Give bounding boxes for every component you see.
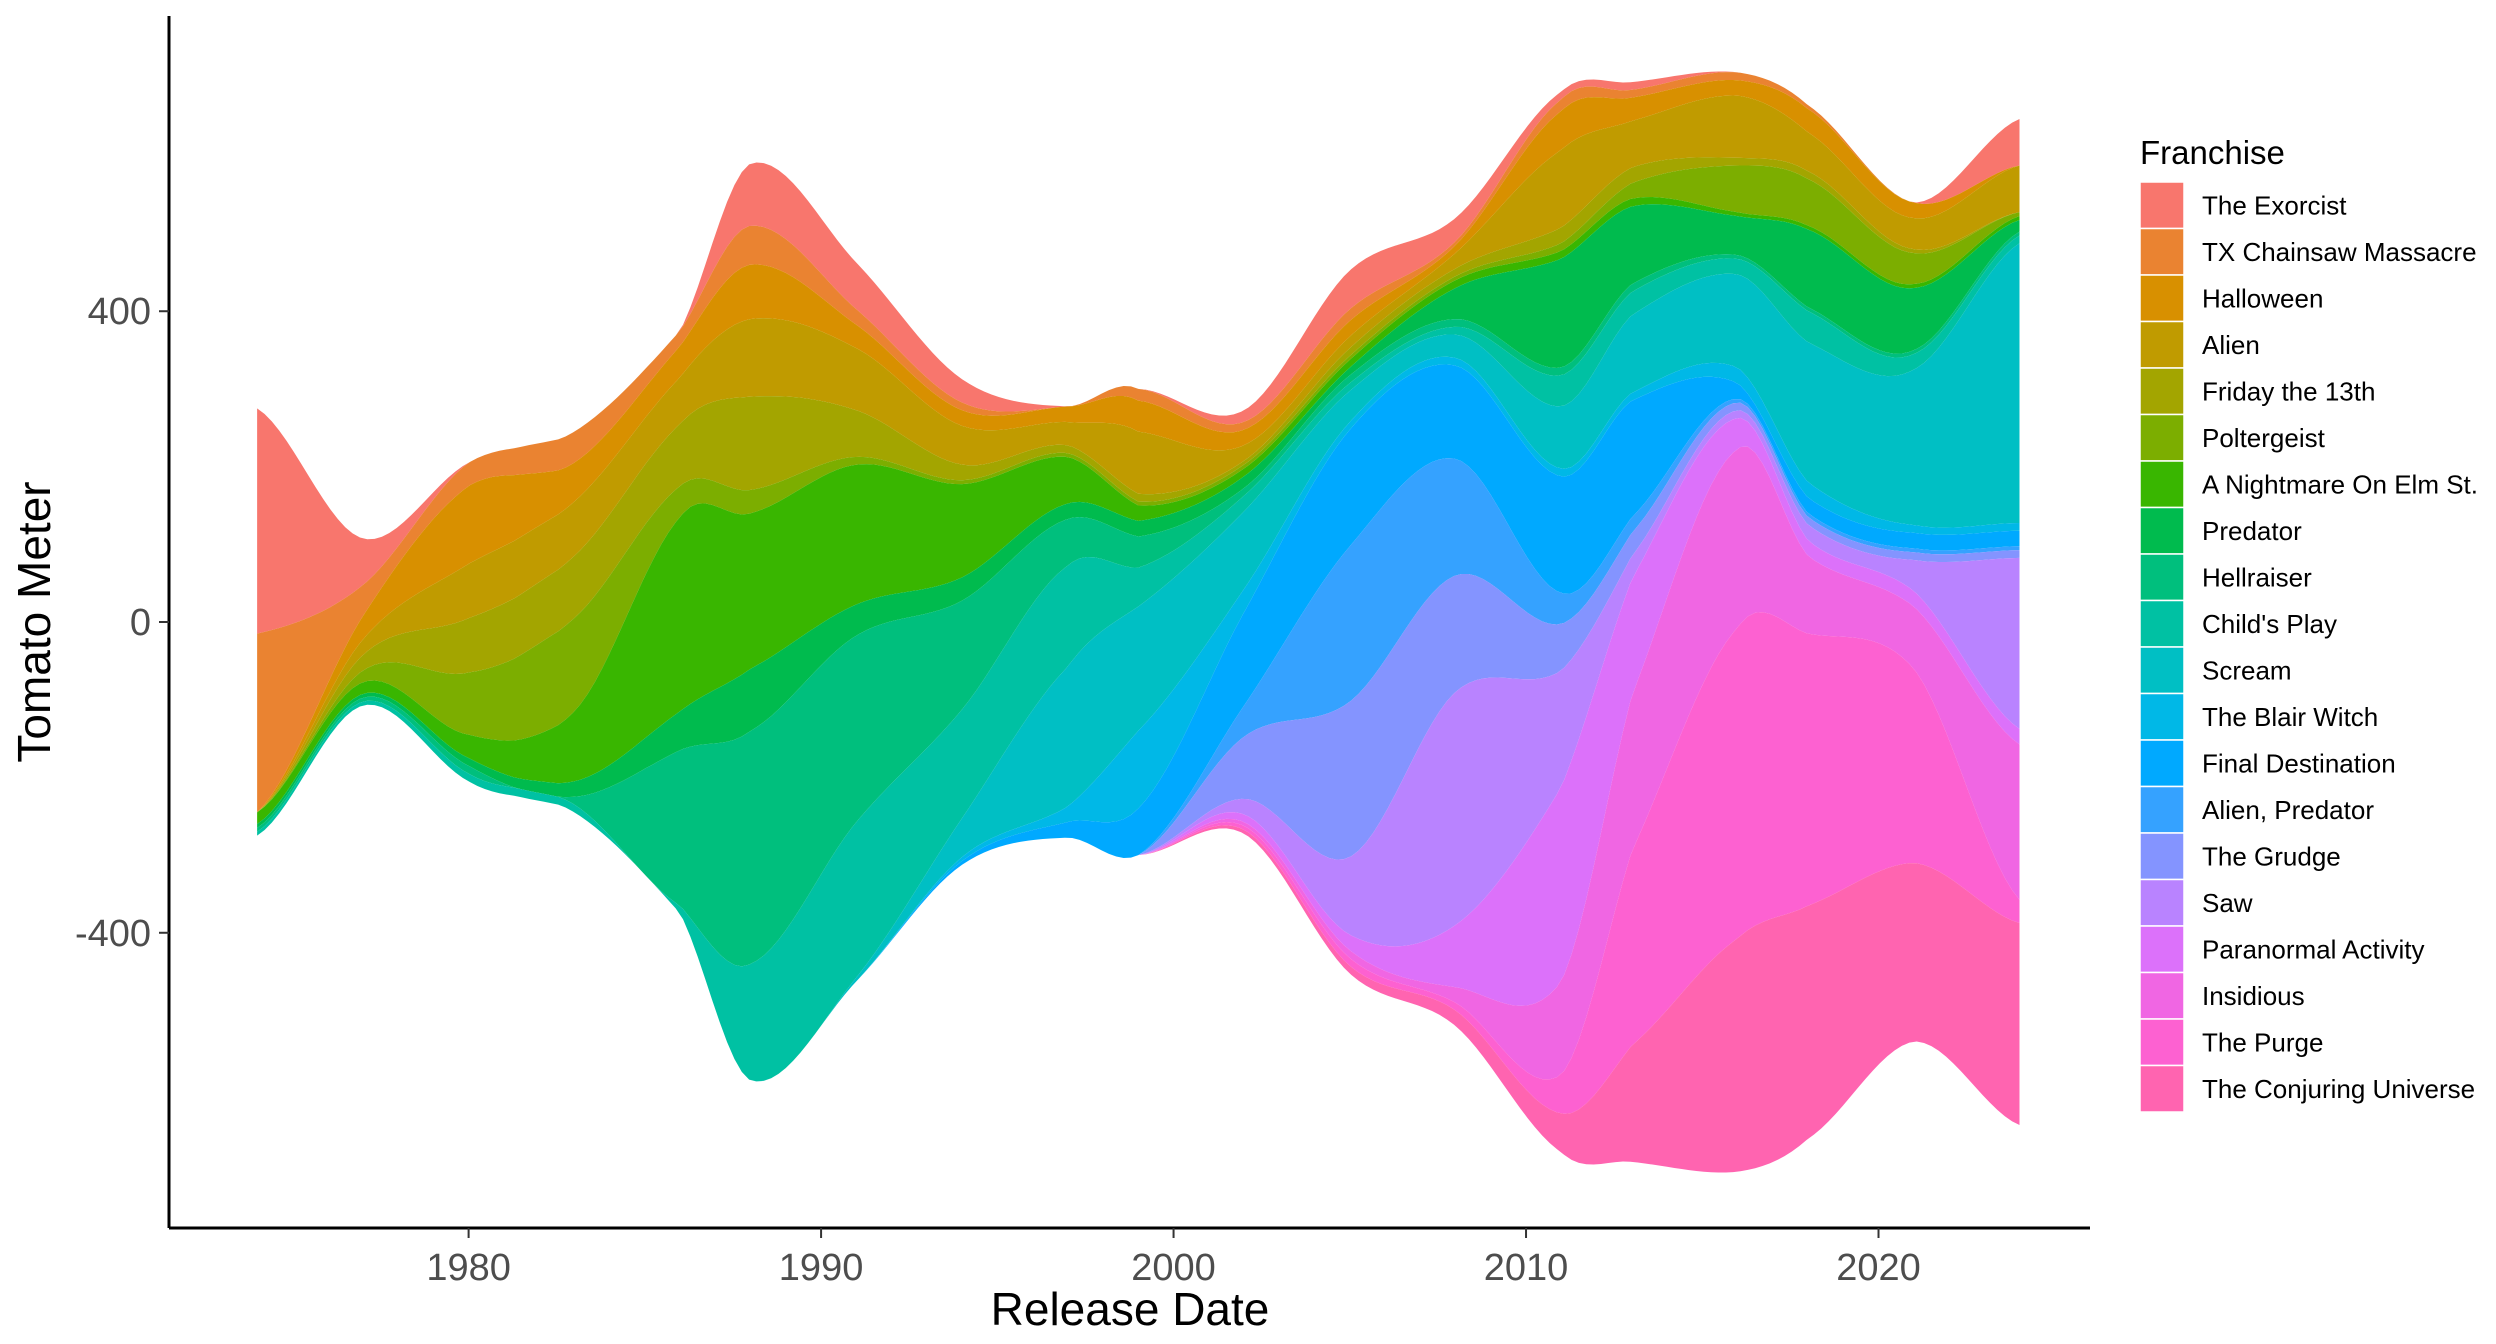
stream-scream bbox=[257, 243, 2020, 1082]
legend-label: Scream bbox=[2202, 655, 2292, 685]
y-tick-label: 400 bbox=[88, 291, 151, 333]
y-tick-label: 0 bbox=[130, 602, 151, 644]
x-tick-label: 2010 bbox=[1484, 1247, 1569, 1289]
legend-label: Paranormal Activity bbox=[2202, 934, 2425, 964]
legend-key bbox=[2139, 413, 2185, 462]
x-axis-title: Release Date bbox=[991, 1283, 1270, 1335]
legend-key bbox=[2139, 553, 2185, 602]
legend-label: A Nightmare On Elm St. bbox=[2202, 469, 2478, 499]
x-tick-label: 1980 bbox=[426, 1247, 511, 1289]
stream-halloween bbox=[257, 79, 2020, 813]
legend-label: The Grudge bbox=[2202, 841, 2341, 871]
legend-key bbox=[2139, 1064, 2185, 1113]
legend-label: Hellraiser bbox=[2202, 562, 2312, 592]
legend-label: The Blair Witch bbox=[2202, 702, 2378, 732]
legend-key bbox=[2139, 181, 2185, 230]
legend-label: TX Chainsaw Massacre bbox=[2202, 237, 2477, 267]
x-tick-label: 2000 bbox=[1131, 1247, 1216, 1289]
stream-final-destination bbox=[257, 364, 2020, 1082]
x-tick-label: 1990 bbox=[779, 1247, 864, 1289]
stream-the-purge bbox=[257, 612, 2020, 1114]
legend-label: The Conjuring Universe bbox=[2202, 1074, 2475, 1104]
legend-key bbox=[2139, 785, 2185, 834]
legend-key bbox=[2139, 274, 2185, 323]
legend-key bbox=[2139, 646, 2185, 695]
legend-label: Insidious bbox=[2202, 981, 2305, 1011]
legend-key bbox=[2139, 599, 2185, 648]
legend-title: Franchise bbox=[2140, 134, 2285, 171]
legend-key bbox=[2139, 1018, 2185, 1067]
legend-key bbox=[2139, 692, 2185, 741]
legend-key bbox=[2139, 971, 2185, 1020]
y-tick-label: -400 bbox=[75, 913, 151, 955]
stream-paranormal-activity bbox=[257, 417, 2020, 1082]
x-ticks: 1980 1990 2000 2010 2020 bbox=[426, 1228, 1921, 1289]
legend-key bbox=[2139, 925, 2185, 974]
legend-key bbox=[2139, 367, 2185, 416]
legend-label: Final Destination bbox=[2202, 748, 2396, 778]
y-ticks: 400 0 -400 bbox=[75, 291, 169, 955]
stream-predator bbox=[257, 204, 2020, 828]
stream-hellraiser bbox=[257, 231, 2020, 967]
legend-label: The Purge bbox=[2202, 1027, 2323, 1057]
legend-key bbox=[2139, 739, 2185, 788]
stream-layers bbox=[257, 71, 2020, 1173]
legend-key bbox=[2139, 320, 2185, 369]
legend-label: Alien bbox=[2202, 330, 2260, 360]
x-tick-label: 2020 bbox=[1836, 1247, 1921, 1289]
legend-key bbox=[2139, 832, 2185, 881]
legend-key bbox=[2139, 227, 2185, 276]
legend-label: Predator bbox=[2202, 516, 2302, 546]
legend: The Exorcist TX Chainsaw Massacre Hallowee… bbox=[2139, 181, 2478, 1113]
y-axis-title: Tomato Meter bbox=[8, 481, 60, 762]
legend-key bbox=[2139, 506, 2185, 555]
legend-label: Alien, Predator bbox=[2202, 795, 2374, 825]
stream-poltergeist bbox=[257, 165, 2020, 813]
legend-key bbox=[2139, 460, 2185, 509]
legend-label: The Exorcist bbox=[2202, 190, 2347, 220]
legend-label: Child's Play bbox=[2202, 609, 2337, 639]
stream-insidious bbox=[257, 446, 2020, 1082]
stream-a-nightmare-on-elm-st bbox=[257, 197, 2020, 825]
legend-label: Friday the 13th bbox=[2202, 376, 2375, 406]
stream-alien bbox=[257, 95, 2020, 813]
legend-label: Saw bbox=[2202, 888, 2253, 918]
legend-key bbox=[2139, 878, 2185, 927]
legend-label: Halloween bbox=[2202, 283, 2323, 313]
legend-label: Poltergeist bbox=[2202, 423, 2326, 453]
